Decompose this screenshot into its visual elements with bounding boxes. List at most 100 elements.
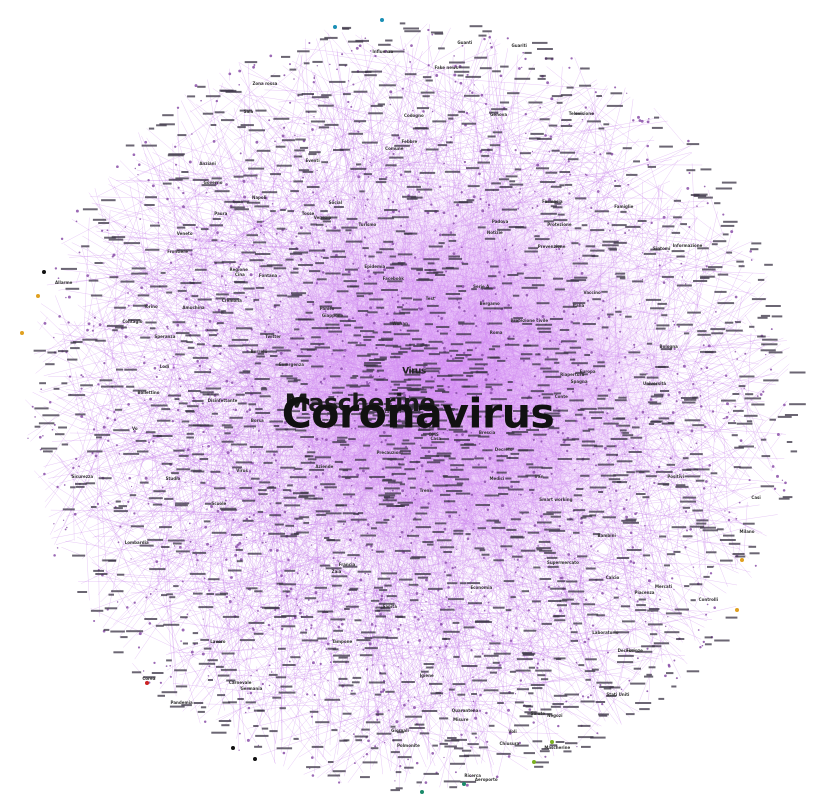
graph-node — [470, 746, 472, 748]
node-label-mark — [280, 375, 293, 378]
node-label-mark — [41, 447, 58, 450]
graph-node — [486, 260, 489, 264]
graph-node — [712, 381, 715, 384]
graph-node — [350, 689, 353, 692]
node-label-mark — [191, 295, 199, 298]
node-label-mark — [682, 468, 692, 471]
node-label-mark — [556, 101, 563, 104]
graph-node — [155, 560, 159, 563]
node-label-mark — [187, 346, 195, 349]
node-label-mark — [246, 587, 258, 590]
graph-node — [238, 84, 240, 86]
node-label-mark — [651, 126, 663, 129]
node-label-mark — [192, 453, 204, 456]
node-label-mark — [597, 407, 615, 410]
graph-node — [262, 417, 264, 419]
node-label-mark — [131, 671, 142, 674]
node-label-mark — [616, 275, 626, 278]
graph-node — [323, 377, 326, 380]
node-label: Social — [328, 199, 343, 205]
graph-node — [305, 628, 308, 631]
node-label-mark — [70, 486, 76, 489]
node-label-mark — [276, 747, 293, 750]
node-label-mark — [610, 438, 628, 440]
graph-node — [627, 183, 630, 186]
node-label-mark — [646, 673, 652, 676]
node-label-mark — [535, 407, 541, 409]
node-label-mark — [682, 535, 693, 538]
graph-node — [254, 444, 256, 446]
graph-node — [457, 306, 461, 309]
node-label-mark — [364, 362, 382, 364]
node-label-mark — [408, 411, 424, 414]
node-label-mark — [648, 666, 656, 669]
graph-node — [341, 53, 344, 56]
graph-node — [216, 333, 219, 335]
node-label-mark — [359, 190, 365, 193]
node-label-mark — [347, 341, 358, 344]
node-label-mark — [458, 110, 465, 113]
node-label-mark — [485, 383, 503, 386]
graph-node — [399, 765, 402, 768]
node-label-mark — [760, 349, 776, 352]
node-label-mark — [131, 267, 146, 270]
graph-node — [369, 50, 372, 52]
node-label-mark — [554, 619, 566, 622]
node-label-mark — [734, 446, 744, 449]
node-label-mark — [402, 439, 410, 442]
node-label-mark — [733, 409, 744, 412]
graph-node — [483, 480, 487, 484]
node-label-mark — [402, 195, 417, 198]
node-label-mark — [92, 218, 107, 221]
graph-node — [329, 63, 331, 66]
node-label-mark — [275, 145, 286, 148]
graph-node — [127, 292, 129, 294]
node-label-mark — [387, 481, 403, 484]
graph-node — [366, 382, 370, 386]
node-label-mark — [422, 541, 434, 543]
node-label-mark — [532, 363, 541, 366]
node-label-mark — [749, 552, 760, 555]
node-label-mark — [350, 692, 356, 695]
node-label-mark — [496, 752, 511, 755]
graph-node — [667, 616, 669, 618]
graph-node — [251, 385, 253, 388]
node-label-mark — [466, 392, 482, 395]
node-label-mark — [324, 36, 338, 39]
node-label-mark — [297, 93, 303, 96]
node-label-mark — [157, 419, 171, 422]
node-label-mark — [614, 185, 621, 187]
graph-node — [261, 682, 264, 686]
node-label-mark — [455, 478, 470, 481]
node-label-mark — [374, 358, 387, 361]
node-label-mark — [392, 739, 402, 742]
graph-node — [645, 567, 648, 570]
node-label-mark — [199, 458, 209, 460]
graph-node — [238, 749, 240, 751]
graph-node — [646, 357, 649, 359]
graph-node — [283, 510, 287, 514]
graph-node — [182, 191, 185, 195]
node-label-mark — [540, 181, 556, 183]
graph-node — [288, 660, 291, 663]
graph-node — [266, 570, 269, 573]
node-label-mark — [334, 460, 343, 463]
node-label-mark — [353, 334, 362, 337]
node-label-mark — [472, 679, 487, 682]
node-label-mark — [363, 444, 371, 447]
graph-node — [684, 283, 687, 285]
node-label-mark — [622, 431, 629, 434]
node-label-mark — [361, 631, 376, 634]
node-label-mark — [474, 547, 485, 550]
graph-node — [687, 139, 690, 143]
node-label-mark — [524, 276, 541, 279]
graph-node — [472, 709, 475, 712]
graph-node — [575, 624, 577, 626]
node-label-mark — [185, 334, 201, 337]
node-label-mark — [507, 337, 515, 340]
node-label-mark — [359, 654, 373, 657]
node-label-mark — [214, 261, 224, 264]
graph-node — [80, 374, 83, 377]
node-label-mark — [757, 335, 766, 338]
graph-node — [312, 191, 315, 194]
